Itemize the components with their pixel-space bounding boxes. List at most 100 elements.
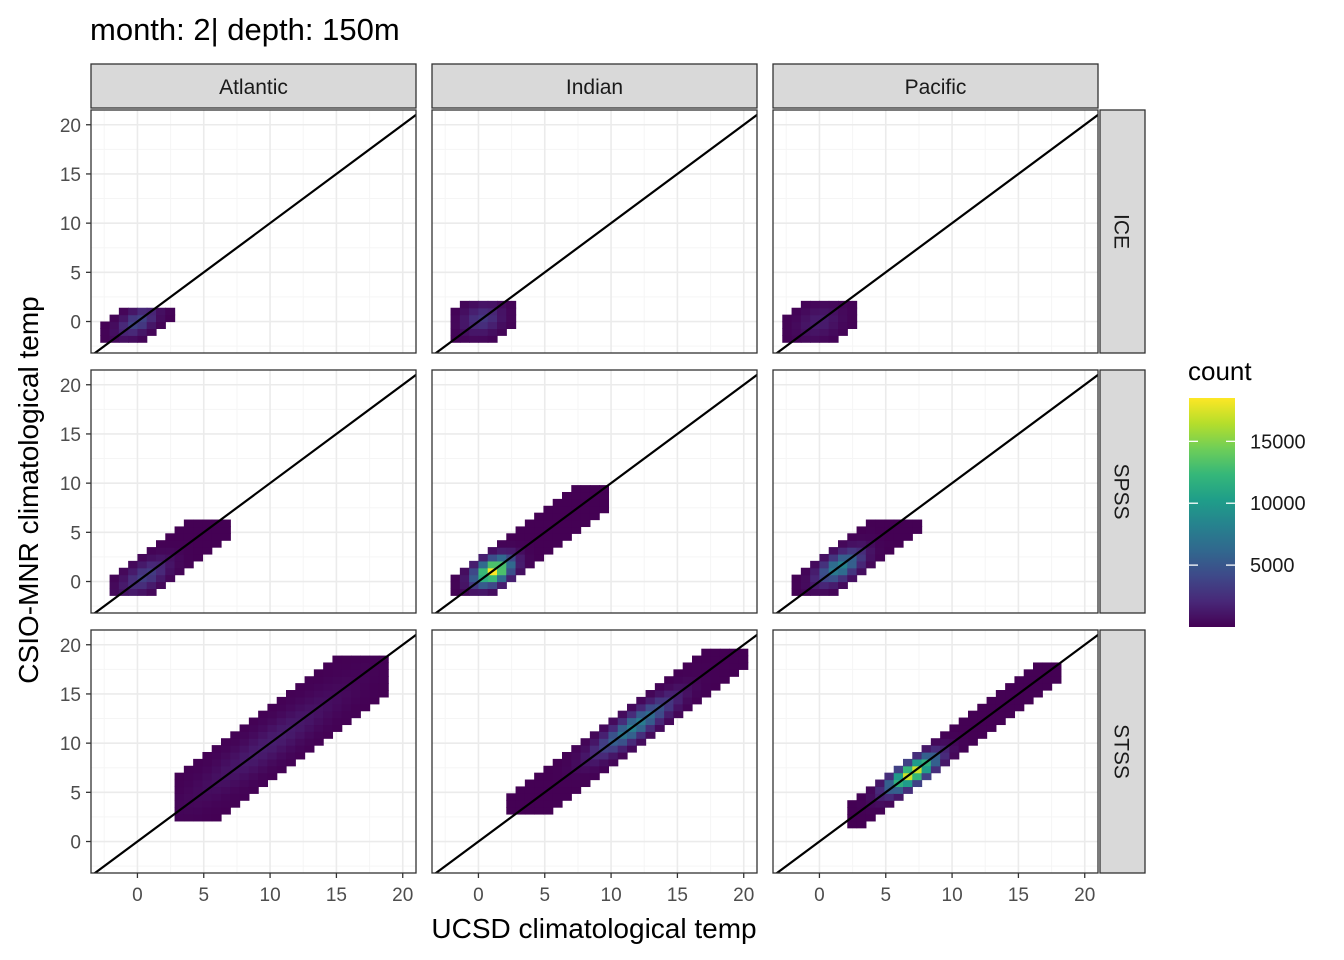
x-tick-label: 20 (392, 885, 413, 906)
heatmap-bin (654, 696, 665, 705)
heatmap-bin (893, 526, 904, 534)
heatmap-bin (627, 703, 637, 712)
heatmap-bin (534, 807, 545, 815)
panel-pacific-spss (772, 369, 1099, 614)
heatmap-bin (524, 533, 535, 541)
heatmap-bin (211, 765, 222, 774)
heatmap-bin (1033, 662, 1043, 670)
heatmap-bin (128, 314, 139, 323)
heatmap-bin (645, 696, 656, 705)
count-legend: count 5000 10000 15000 (1188, 356, 1306, 627)
heatmap-bin (313, 710, 324, 719)
heatmap-bin (562, 793, 572, 801)
heatmap-bin (146, 588, 157, 596)
heatmap-bin (940, 731, 951, 739)
heatmap-bin (276, 703, 287, 712)
heatmap-bin (221, 779, 231, 788)
heatmap-bin (710, 648, 721, 657)
heatmap-bin (221, 765, 231, 774)
heatmap-bin (146, 560, 157, 569)
heatmap-bin (146, 547, 157, 555)
heatmap-bin (819, 553, 830, 562)
heatmap-bin (459, 307, 470, 316)
heatmap-bin (627, 745, 637, 753)
heatmap-bin (304, 703, 315, 712)
heatmap-bin (109, 328, 120, 336)
heatmap-bin (156, 574, 166, 583)
heatmap-bin (202, 800, 213, 808)
heatmap-bin (903, 779, 913, 788)
heatmap-bin (248, 745, 259, 753)
heatmap-bin (977, 731, 988, 739)
heatmap-bin (295, 683, 306, 691)
heatmap-bin (515, 560, 526, 569)
heatmap-bin (571, 745, 582, 753)
heatmap-bin (378, 676, 389, 684)
heatmap-bin (341, 710, 352, 719)
heatmap-bin (211, 533, 222, 541)
heatmap-bin (137, 328, 148, 336)
x-tick-label: 0 (132, 885, 143, 906)
heatmap-bin (828, 314, 839, 323)
heatmap-bin (351, 710, 361, 719)
heatmap-bin (986, 717, 997, 726)
heatmap-bin (856, 820, 867, 829)
facet-strip-stss (1099, 629, 1146, 874)
heatmap-bin (838, 581, 848, 590)
heatmap-bin (912, 751, 923, 760)
heatmap-bin (230, 800, 241, 808)
heatmap-bin (810, 300, 821, 309)
heatmap-bin (1005, 703, 1016, 712)
heatmap-bin (506, 567, 517, 576)
heatmap-bin (800, 581, 811, 590)
heatmap-bin (1014, 676, 1025, 684)
heatmap-bin (903, 533, 913, 541)
heatmap-bin (930, 745, 941, 753)
heatmap-bin (791, 574, 802, 583)
heatmap-bin (450, 307, 461, 316)
heatmap-bin (450, 588, 461, 596)
heatmap-bin (146, 574, 157, 583)
heatmap-bin (543, 779, 554, 788)
heatmap-bin (506, 793, 517, 801)
heatmap-bin (986, 696, 997, 705)
heatmap-bin (654, 724, 665, 732)
heatmap-bin (497, 581, 507, 590)
heatmap-bin (692, 683, 702, 691)
heatmap-bin (940, 758, 951, 767)
heatmap-bin (838, 547, 848, 555)
heatmap-bin (332, 662, 343, 670)
heatmap-bin (174, 813, 185, 822)
facet-strip-indian (431, 63, 758, 109)
heatmap-bin (258, 731, 269, 739)
heatmap-bin (230, 731, 241, 739)
heatmap-bin (968, 731, 978, 739)
heatmap-bin (958, 724, 969, 732)
heatmap-bin (506, 321, 517, 330)
heatmap-bin (810, 588, 821, 596)
heatmap-bin (968, 717, 978, 726)
heatmap-bin (847, 307, 858, 316)
heatmap-bin (478, 328, 489, 336)
heatmap-bin (341, 655, 352, 664)
facet-strip-label: Pacific (905, 76, 967, 99)
heatmap-bin (211, 751, 222, 760)
heatmap-bin (469, 588, 480, 596)
heatmap-bin (828, 553, 839, 562)
heatmap-bin (958, 745, 969, 753)
heatmap-bin (589, 498, 600, 507)
heatmap-bin (248, 724, 259, 732)
facet-strip-pacific (772, 63, 1099, 109)
heatmap-bin (313, 669, 324, 677)
heatmap-bin (174, 567, 185, 576)
heatmap-bin (332, 683, 343, 691)
heatmap-bin (884, 779, 895, 788)
heatmap-bin (617, 738, 628, 746)
heatmap-bin (524, 526, 535, 534)
heatmap-bin (673, 669, 684, 677)
heatmap-bin (478, 567, 489, 576)
heatmap-bin (295, 751, 306, 760)
heatmap-bin (1014, 683, 1025, 691)
facet-strip-ice (1099, 109, 1146, 354)
